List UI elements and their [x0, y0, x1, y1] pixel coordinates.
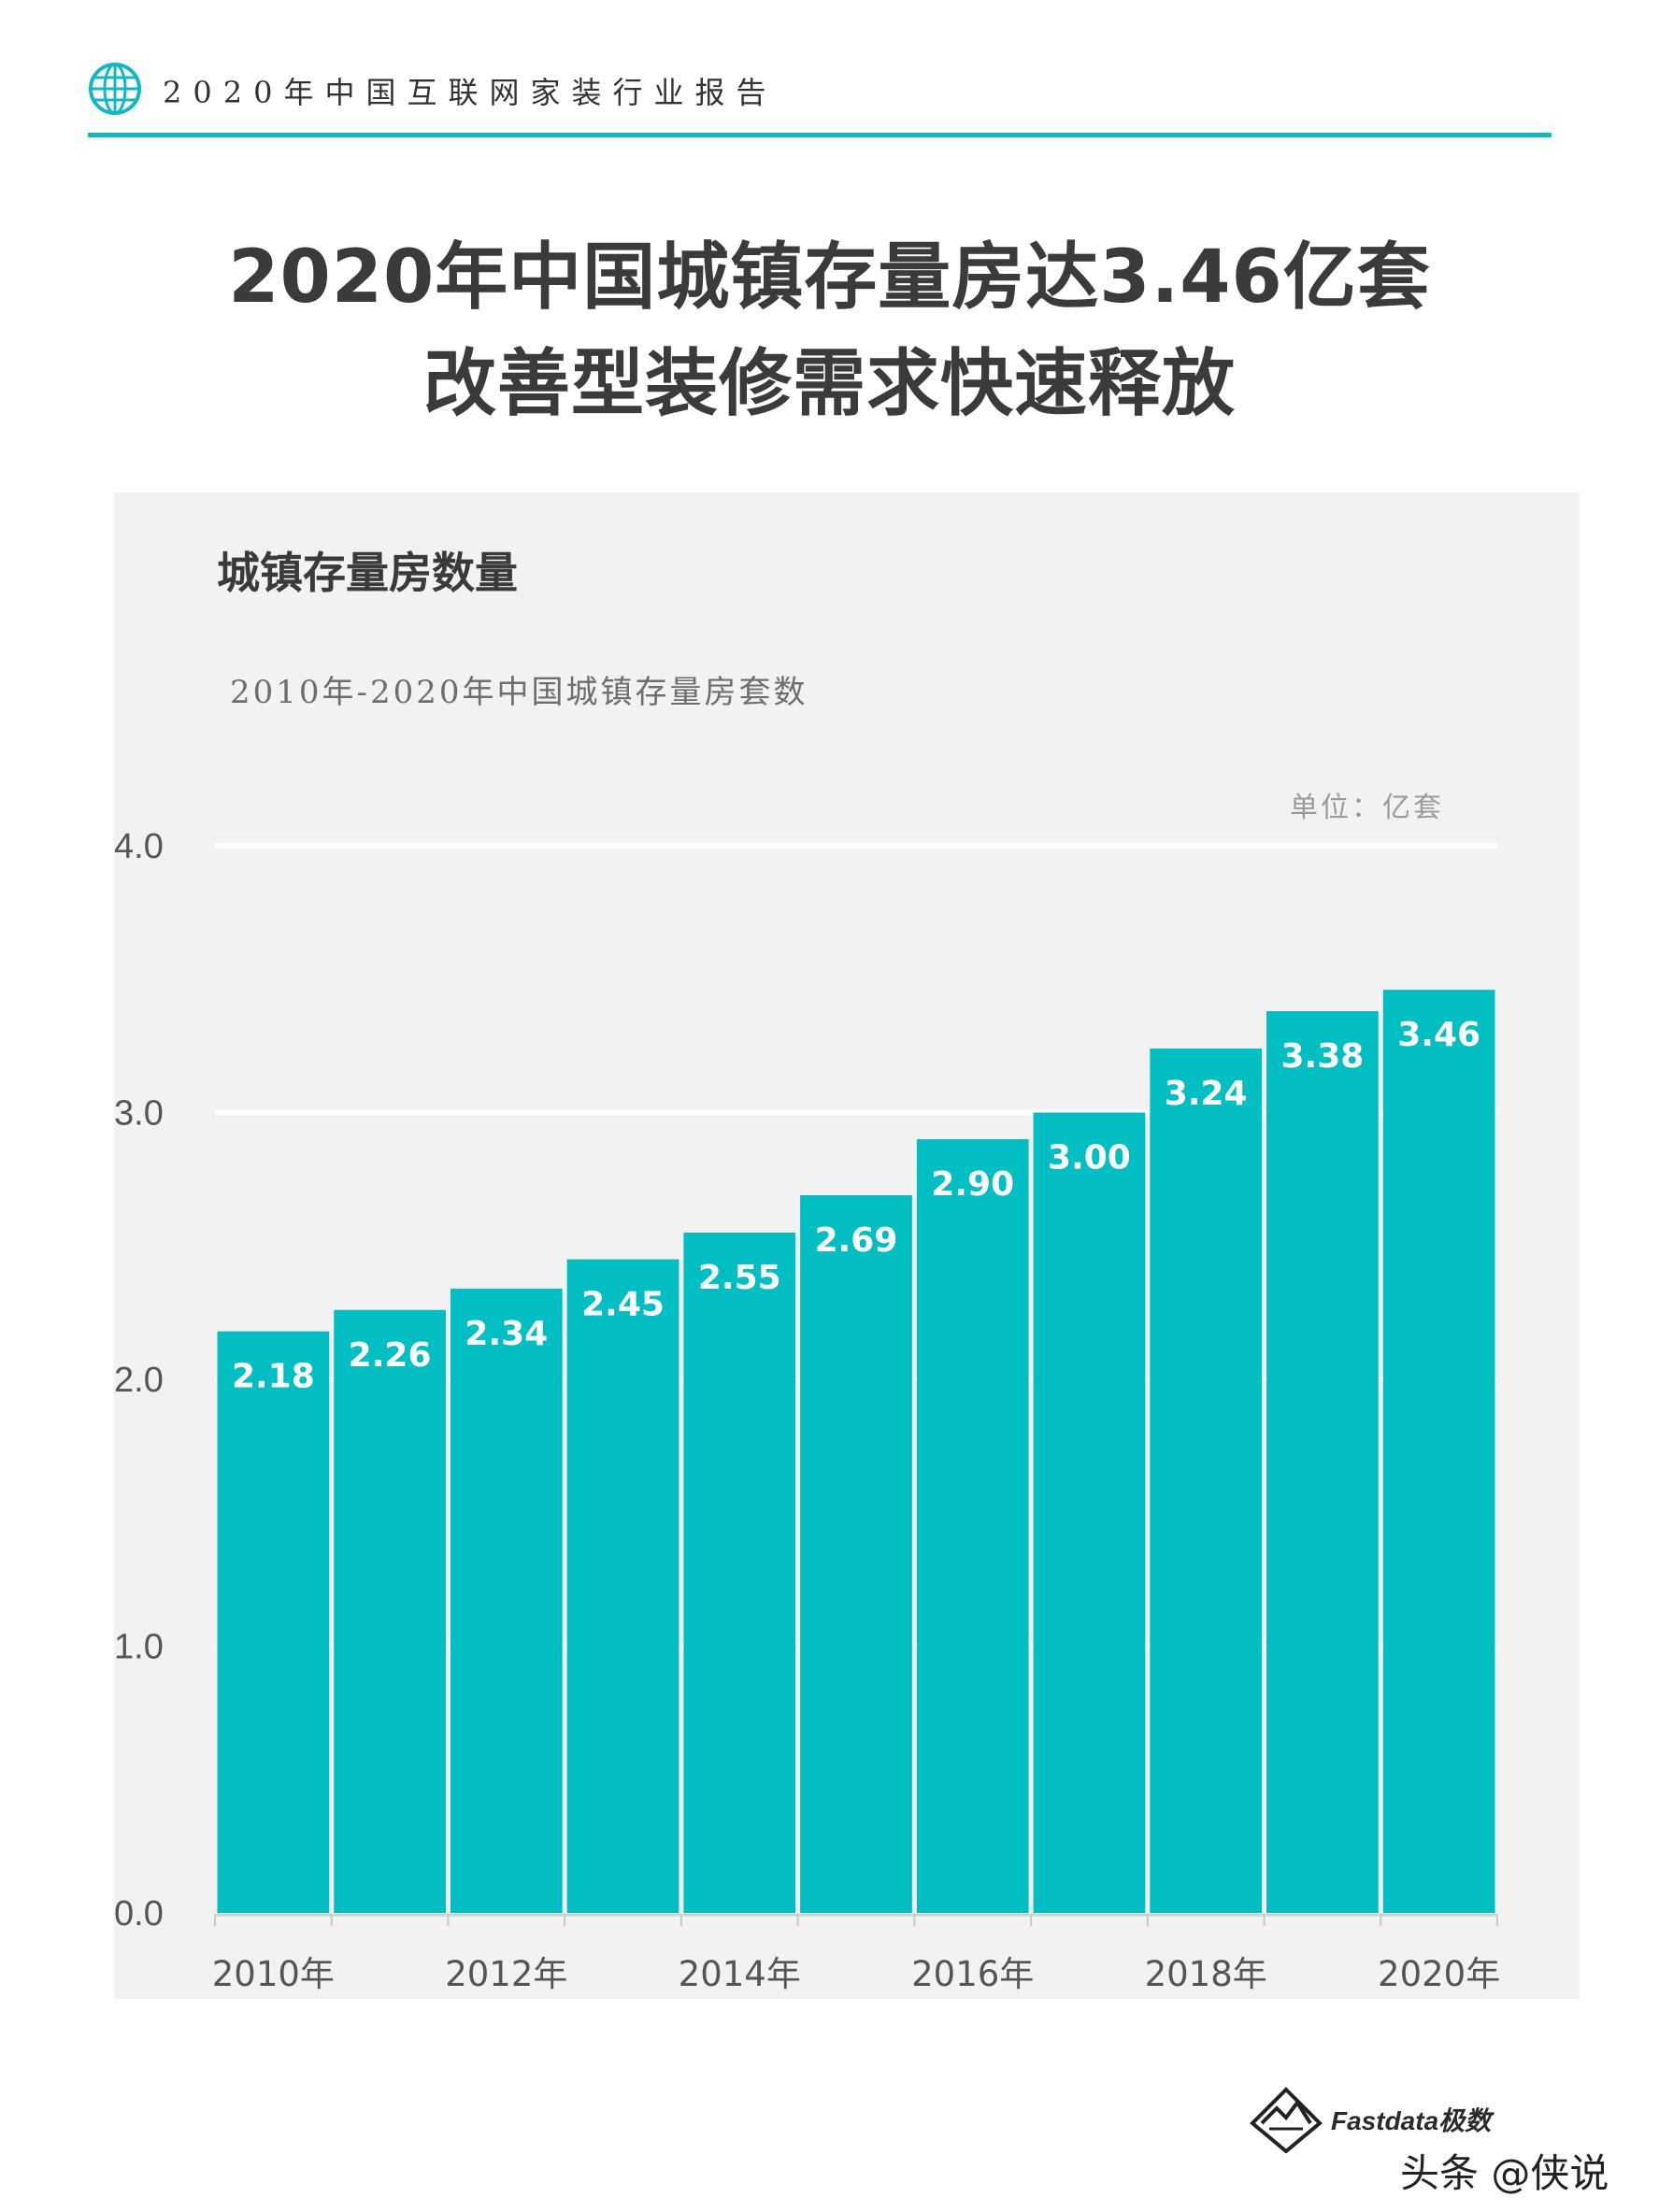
bar-value-label: 3.38	[1280, 1037, 1364, 1076]
bar-value-label: 2.90	[931, 1165, 1014, 1204]
bar-value-label: 2.55	[698, 1259, 781, 1297]
footer-brand: Fastdata极数	[1331, 2106, 1492, 2135]
x-tick-label: 2012年	[445, 1954, 567, 1994]
unit-label: 单位：亿套	[1290, 792, 1444, 824]
header-divider	[88, 133, 1552, 137]
bar-value-label: 3.00	[1048, 1139, 1131, 1177]
bar	[566, 1259, 679, 1913]
bar	[334, 1309, 446, 1913]
chart-panel: 城镇存量房数量 2010年-2020年中国城镇存量房套数 单位：亿套 0.0 1.…	[114, 492, 1580, 1999]
bar	[1150, 1048, 1263, 1913]
bar	[1033, 1112, 1146, 1913]
bar-value-label: 2.45	[581, 1286, 665, 1324]
bar	[916, 1139, 1029, 1913]
y-tick-label: 3.0	[114, 1094, 164, 1134]
globe-icon	[89, 63, 141, 115]
bar	[800, 1195, 912, 1913]
x-tick-label: 2020年	[1378, 1954, 1500, 1994]
x-tick-label: 2014年	[679, 1954, 801, 1994]
x-tick-label: 2010年	[212, 1954, 335, 1994]
bar-value-label: 2.26	[349, 1336, 432, 1375]
bar-chart: 0.0 1.0 2.0 3.0 4.0 2.18 2.26 2.34 2.45 2.55 2.69 2…	[114, 827, 1500, 1994]
bar-value-label: 2.69	[815, 1221, 898, 1260]
chart-subtitle: 2010年-2020年中国城镇存量房套数	[230, 674, 808, 711]
y-tick-label: 0.0	[114, 1894, 164, 1934]
bar	[683, 1232, 796, 1913]
page-title-line-2: 改善型装修需求快速释放	[422, 342, 1236, 426]
bar	[450, 1288, 563, 1913]
bar	[1382, 990, 1495, 1913]
report-header-title: 2020年中国互联网家装行业报告	[163, 75, 778, 110]
y-tick-label: 4.0	[114, 827, 164, 866]
report-header: 2020年中国互联网家装行业报告	[88, 62, 1552, 138]
bar	[1266, 1011, 1379, 1913]
x-tick-label: 2018年	[1145, 1954, 1267, 1994]
bar-value-label: 2.18	[232, 1358, 315, 1396]
bar	[217, 1331, 330, 1913]
chart-panel-title: 城镇存量房数量	[217, 548, 518, 598]
bar-value-label: 3.24	[1165, 1075, 1248, 1113]
y-tick-label: 2.0	[114, 1361, 164, 1400]
y-tick-label: 1.0	[114, 1628, 164, 1667]
bar-value-label: 2.34	[465, 1315, 548, 1353]
bar-value-label: 3.46	[1397, 1016, 1480, 1054]
footer-credit: 头条 @侠说	[1400, 2150, 1609, 2196]
page-title-line-1: 2020年中国城镇存量房达3.46亿套	[228, 235, 1431, 320]
fastdata-logo-icon	[1250, 2087, 1323, 2153]
x-tick-label: 2016年	[911, 1954, 1034, 1994]
